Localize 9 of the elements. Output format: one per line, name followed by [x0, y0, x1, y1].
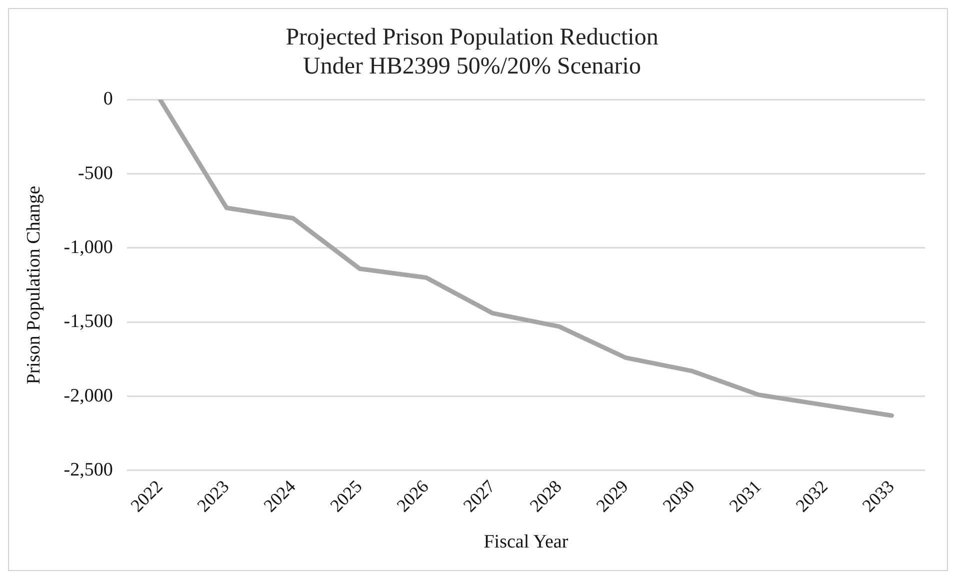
y-tick-label: 0	[103, 88, 113, 110]
y-tick-label: -2,000	[64, 385, 113, 406]
y-tick-label: -1,000	[64, 236, 113, 258]
y-tick-label: -500	[78, 162, 113, 184]
chart-title: Projected Prison Population Reduction Under HB2399 50%/20% Scenario	[286, 24, 658, 80]
x-axis-title: Fiscal Year	[484, 532, 569, 553]
y-tick-label: -1,500	[64, 311, 113, 332]
y-axis-title: Prison Population Change	[23, 186, 44, 384]
y-tick-label: -2,500	[64, 459, 113, 480]
